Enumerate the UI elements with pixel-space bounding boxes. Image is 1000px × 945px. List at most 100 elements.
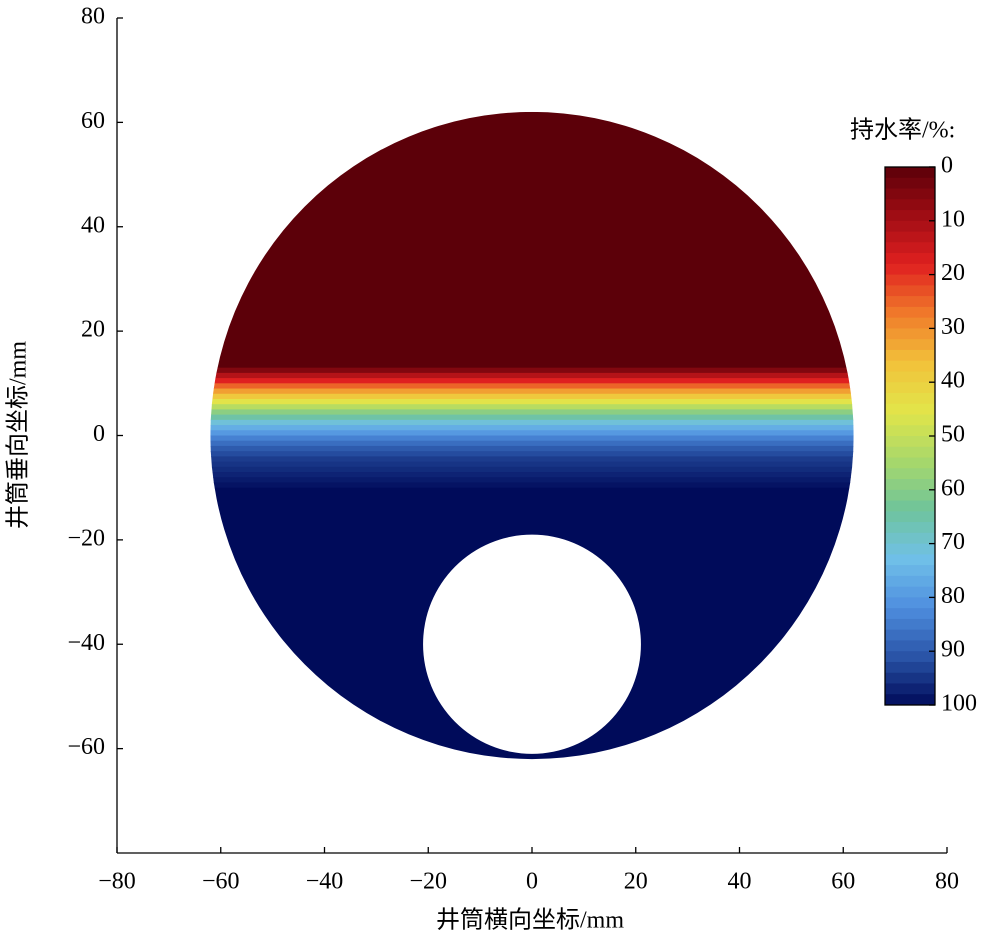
holdup-band [210,435,854,442]
y-tick-label: 80 [81,4,105,30]
colorbar-step [885,661,935,674]
holdup-band [210,414,854,421]
colorbar-step [885,489,935,502]
holdup-band [210,482,854,489]
holdup-band [210,472,854,478]
holdup-band [210,477,854,484]
colorbar-step [885,339,935,351]
colorbar-tick-label: 80 [941,583,965,609]
colorbar-step [885,586,935,598]
colorbar-tick-label: 90 [941,637,965,663]
colorbar-step [885,640,935,652]
colorbar-step [885,554,935,566]
colorbar-step [885,694,935,706]
colorbar-step [885,306,935,319]
colorbar-step [885,511,935,523]
colorbar-step [885,349,935,362]
colorbar-step [885,188,935,200]
colorbar-step [885,500,935,512]
holdup-band [210,367,854,374]
x-tick-label: −40 [306,869,344,895]
colorbar-step [885,457,935,469]
colorbar-step [885,543,935,555]
holdup-band [210,430,854,437]
x-tick-label: −60 [202,869,240,895]
colorbar-step [885,651,935,663]
colorbar-step [885,177,935,190]
colorbar-step [885,220,935,233]
colorbar-step [885,382,935,394]
axes: −80 −60 −40 −20 0 20 40 60 80 −60 −40 −20 0 20 40 60 80 0… [67,4,977,895]
x-tick-label: 60 [831,869,855,895]
y-tick-label: 40 [81,212,105,238]
y-axis-label: 井筒垂向坐标/mm [5,341,32,529]
colorbar-step [885,231,935,243]
x-tick-label: −20 [409,869,447,895]
x-tick-label: 20 [624,869,648,895]
colorbar-step [885,328,935,340]
holdup-band [210,409,854,416]
colorbar-step [885,618,935,631]
colorbar-step [885,414,935,426]
colorbar-step [885,210,935,222]
colorbar-step [885,468,935,480]
colorbar-tick-label: 10 [941,206,965,232]
x-tick-label: −80 [98,869,136,895]
colorbar-step [885,532,935,545]
colorbar-step [885,371,935,383]
y-tick-label: 20 [81,317,105,343]
colorbar-step [885,285,935,297]
colorbar-tick-label: 30 [941,314,965,340]
colorbar-step [885,242,935,254]
holdup-band [210,111,854,369]
colorbar-step [885,392,935,405]
y-tick-label: −40 [67,630,105,656]
colorbar-step [885,263,935,276]
colorbar-step [885,199,935,211]
colorbar-step [885,446,935,459]
colorbar-step [885,436,935,448]
colorbar-title: 持水率/%: [850,117,955,144]
colorbar-tick-label: 50 [941,422,965,448]
x-axis-label: 井筒横向坐标/mm [436,907,624,934]
holdup-band [210,451,854,457]
holdup-band [210,445,854,452]
colorbar-step [885,253,935,265]
holdup-band [210,456,854,463]
y-tick-label: −20 [67,525,105,551]
colorbar-tick-label: 40 [941,368,965,394]
holdup-band [210,383,854,390]
y-tick-label: 0 [93,421,105,447]
colorbar-step [885,479,935,491]
colorbar-step [885,597,935,609]
colorbar-step [885,360,935,372]
colorbar-step [885,683,935,695]
x-tick-label: 0 [526,869,538,895]
holdup-band [210,378,854,384]
holdup-band [210,372,854,379]
colorbar-tick-label: 70 [941,529,965,555]
holdup-band [210,419,854,426]
colorbar-tick-label: 100 [941,691,977,717]
holdup-band [210,440,854,447]
field [210,111,854,760]
colorbar-step [885,167,935,179]
x-tick-label: 40 [728,869,752,895]
colorbar-step [885,317,935,329]
holdup-band [210,425,854,431]
y-tick-label: −60 [67,734,105,760]
colorbar-tick-label: 60 [941,475,965,501]
colorbar-step [885,672,935,684]
holdup-band [210,398,854,405]
colorbar-step [885,274,935,286]
colorbar-step [885,522,935,534]
holdup-band [210,404,854,411]
colorbar-step [885,608,935,620]
colorbar-step [885,296,935,308]
holdup-band [210,487,854,760]
colorbar-step [885,629,935,641]
x-tick-label: 80 [935,869,959,895]
colorbar-step [885,425,935,437]
colorbar-tick-label: 0 [941,153,953,179]
